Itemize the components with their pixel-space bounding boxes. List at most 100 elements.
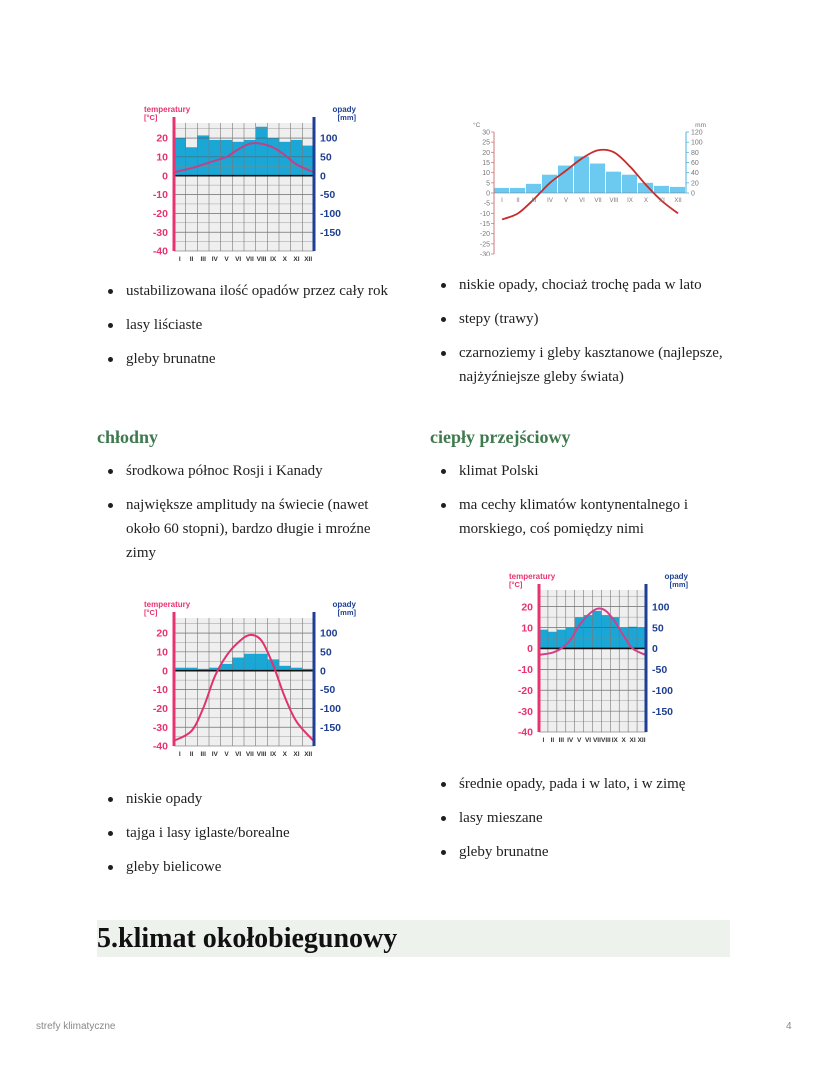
precipitation-axis-unit: [mm] bbox=[338, 113, 357, 122]
month-label-IV: IV bbox=[212, 751, 219, 758]
precipitation-bar-XI bbox=[290, 139, 303, 176]
list-item: gleby brunatne bbox=[97, 347, 397, 371]
precipitation-tick-label: 0 bbox=[691, 190, 695, 197]
bullet-list-warm-top: klimat Polski ma cechy klimatów kontynen… bbox=[430, 459, 720, 551]
precipitation-tick-label: 100 bbox=[320, 133, 338, 145]
temperature-tick-label: 0 bbox=[162, 665, 168, 677]
month-label-I: I bbox=[179, 256, 181, 263]
temperature-line bbox=[501, 148, 679, 221]
month-label-VI: VI bbox=[235, 751, 241, 758]
precipitation-bar-III bbox=[526, 183, 541, 193]
temperature-tick-label: 10 bbox=[156, 152, 168, 164]
precipitation-bar-VII bbox=[592, 610, 602, 649]
precipitation-tick-label: -50 bbox=[320, 189, 335, 201]
precipitation-tick-label: 60 bbox=[691, 160, 699, 167]
precipitation-axis-title: opady bbox=[332, 600, 356, 609]
precipitation-bar-I bbox=[539, 629, 549, 649]
precipitation-bar-VII bbox=[590, 163, 605, 193]
temperature-tick-label: -10 bbox=[153, 684, 168, 696]
temperature-line bbox=[539, 607, 646, 656]
precipitation-tick-label: 0 bbox=[320, 665, 326, 677]
temperature-tick-label: 0 bbox=[162, 170, 168, 182]
temperature-tick-label: -40 bbox=[153, 246, 168, 258]
temperature-axis-unit: [°C] bbox=[144, 608, 158, 617]
precipitation-tick-label: 0 bbox=[320, 170, 326, 182]
bullet-list-warm-bottom: średnie opady, pada i w lato, i w zimę l… bbox=[430, 772, 730, 874]
list-item: gleby brunatne bbox=[430, 840, 730, 864]
precipitation-tick-label: -50 bbox=[652, 664, 667, 676]
month-label-III: III bbox=[200, 751, 206, 758]
precipitation-bar-IV bbox=[209, 139, 221, 176]
precipitation-bar-IV bbox=[209, 667, 221, 671]
temperature-tick-label: 0 bbox=[486, 190, 490, 197]
temperature-axis-title: temperatury bbox=[144, 105, 191, 114]
precipitation-bar-XI bbox=[654, 185, 669, 193]
month-label-IX: IX bbox=[270, 256, 277, 263]
temperature-tick-label: 10 bbox=[482, 170, 490, 177]
month-label-X: X bbox=[283, 751, 288, 758]
precipitation-bar-II bbox=[547, 631, 558, 649]
temperature-axis-title: temperatury bbox=[509, 572, 556, 581]
temperature-tick-label: -10 bbox=[153, 189, 168, 201]
precipitation-bar-VI bbox=[232, 141, 245, 176]
temperature-tick-label: -15 bbox=[480, 221, 490, 228]
bullet-list-top-left: ustabilizowana ilość opadów przez cały r… bbox=[97, 279, 397, 381]
month-label-II: II bbox=[190, 751, 194, 758]
temperature-tick-label: -10 bbox=[518, 664, 533, 676]
month-label-VIII: VIII bbox=[257, 751, 267, 758]
precipitation-tick-label: 50 bbox=[320, 152, 332, 164]
precipitation-axis-title: opady bbox=[664, 572, 688, 581]
precipitation-bar-VI bbox=[232, 657, 245, 671]
month-label-XII: XII bbox=[674, 198, 682, 204]
month-label-III: III bbox=[559, 737, 565, 744]
month-label-V: V bbox=[564, 198, 568, 204]
month-label-IX: IX bbox=[612, 737, 619, 744]
month-label-VIII: VIII bbox=[257, 256, 267, 263]
month-label-XII: XII bbox=[304, 256, 312, 263]
precipitation-bar-VIII bbox=[255, 653, 268, 671]
temperature-line bbox=[174, 633, 314, 742]
temperature-tick-label: -20 bbox=[518, 685, 533, 697]
precipitation-bar-XII bbox=[302, 668, 315, 671]
temperature-tick-label: -20 bbox=[153, 703, 168, 715]
month-label-III: III bbox=[200, 256, 206, 263]
temperature-tick-label: -30 bbox=[153, 227, 168, 239]
heading-cold: chłodny bbox=[97, 427, 159, 447]
list-item: niskie opady, chociaż trochę pada w lato bbox=[430, 273, 730, 297]
section-heading-bar: 5.klimat okołobiegunowy bbox=[97, 920, 730, 957]
temperature-axis-title: temperatury bbox=[144, 600, 191, 609]
precipitation-tick-label: 100 bbox=[691, 140, 703, 147]
precipitation-bar-II bbox=[185, 147, 198, 176]
temperature-tick-label: -20 bbox=[153, 208, 168, 220]
precipitation-tick-label: -100 bbox=[652, 685, 673, 697]
temperature-tick-label: 10 bbox=[156, 647, 168, 659]
month-label-XI: XI bbox=[293, 256, 299, 263]
temperature-tick-label: -30 bbox=[153, 722, 168, 734]
temperature-tick-label: -25 bbox=[480, 241, 490, 248]
month-label-VI: VI bbox=[585, 737, 591, 744]
month-label-XI: XI bbox=[293, 751, 299, 758]
bullet-list-top-right: niskie opady, chociaż trochę pada w lato… bbox=[430, 273, 730, 399]
precipitation-bar-XII bbox=[302, 145, 315, 176]
precipitation-bar-I bbox=[174, 667, 186, 671]
list-item: średnie opady, pada i w lato, i w zimę bbox=[430, 772, 730, 796]
temperature-tick-label: 30 bbox=[482, 129, 490, 136]
month-label-IV: IV bbox=[547, 198, 553, 204]
precipitation-bar-X bbox=[279, 665, 291, 671]
list-item: ma cechy klimatów kontynentalnego i mors… bbox=[430, 493, 720, 541]
month-label-V: V bbox=[224, 751, 229, 758]
month-label-VII: VII bbox=[594, 198, 602, 204]
month-label-XI: XI bbox=[630, 737, 636, 744]
month-label-III: III bbox=[531, 198, 536, 204]
list-item: ustabilizowana ilość opadów przez cały r… bbox=[97, 279, 397, 303]
temperature-tick-label: 20 bbox=[156, 628, 168, 640]
list-item: lasy mieszane bbox=[430, 806, 730, 830]
month-label-XII: XII bbox=[638, 737, 646, 744]
precipitation-bar-XI bbox=[290, 667, 303, 671]
month-label-V: V bbox=[577, 737, 582, 744]
temperature-tick-label: -5 bbox=[484, 201, 490, 208]
heading-warm-transitional: ciepły przejściowy bbox=[430, 427, 571, 447]
bullet-list-cold-bottom: niskie opady tajga i lasy iglaste/boreal… bbox=[97, 787, 397, 889]
list-item: stepy (trawy) bbox=[430, 307, 730, 331]
